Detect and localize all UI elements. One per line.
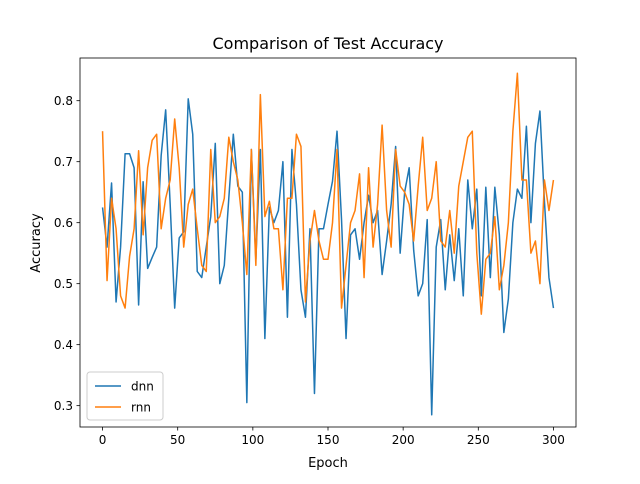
x-tick-label: 50 bbox=[170, 433, 185, 447]
series-line-dnn bbox=[101, 98, 555, 416]
y-tick-label: 0.5 bbox=[54, 277, 73, 291]
x-tick-label: 100 bbox=[241, 433, 264, 447]
y-tick-label: 0.8 bbox=[54, 94, 73, 108]
y-tick-label: 0.3 bbox=[54, 399, 73, 413]
legend-label-dnn: dnn bbox=[131, 380, 154, 394]
series-line-rnn bbox=[101, 72, 555, 315]
plot-area bbox=[101, 72, 555, 416]
x-tick-label: 300 bbox=[542, 433, 565, 447]
legend: dnn rnn bbox=[86, 371, 164, 421]
x-axis-label: Epoch bbox=[308, 456, 348, 471]
legend-box bbox=[86, 371, 164, 421]
x-tick-label: 250 bbox=[467, 433, 490, 447]
y-tick-label: 0.6 bbox=[54, 216, 73, 230]
y-tick-label: 0.7 bbox=[54, 155, 73, 169]
legend-label-rnn: rnn bbox=[131, 401, 151, 415]
chart-title: Comparison of Test Accuracy bbox=[212, 34, 443, 53]
x-tick-label: 150 bbox=[317, 433, 340, 447]
y-axis-label: Accuracy bbox=[29, 213, 44, 273]
axes: 0 50 100 150 200 250 300 0.3 0.4 0.5 0.6 0.7 0.8 bbox=[54, 57, 577, 447]
x-tick-label: 0 bbox=[99, 433, 107, 447]
y-tick-label: 0.4 bbox=[54, 338, 73, 352]
x-tick-label: 200 bbox=[392, 433, 415, 447]
